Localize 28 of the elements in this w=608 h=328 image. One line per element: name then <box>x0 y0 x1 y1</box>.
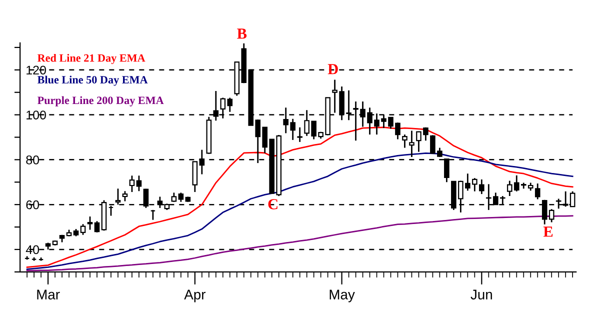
line-series <box>26 152 574 270</box>
candlestick <box>122 190 128 202</box>
candlestick <box>178 192 184 203</box>
x-tick-label: Apr <box>184 290 206 302</box>
candlestick <box>136 174 142 192</box>
y-tick-label: 80 <box>26 155 40 164</box>
y-tick-label: 100 <box>26 110 46 120</box>
text: Purple Line 200 Day EMA <box>37 96 164 106</box>
x-tick-label: May <box>330 290 355 302</box>
candlestick <box>409 130 414 158</box>
y-tick-label: 120 <box>26 66 46 75</box>
candlestick <box>479 178 484 195</box>
x-tick-label: Jun <box>470 290 492 300</box>
candlestick <box>171 192 177 203</box>
annotation: E <box>543 226 553 237</box>
candlestick <box>94 220 100 234</box>
candlestick <box>402 134 408 148</box>
candlestick <box>297 126 302 143</box>
text: B <box>237 28 247 39</box>
candlestick <box>129 174 135 193</box>
candlestick <box>87 216 93 230</box>
text: Red Line 21 Day EMA <box>37 54 146 64</box>
text: Blue Line 50 Day EMA <box>37 76 148 86</box>
candlestick <box>80 223 86 236</box>
x-tick-label: Mar <box>37 290 60 300</box>
annotation: D <box>328 64 338 74</box>
annotation: C <box>268 199 278 210</box>
y-tick-label: 40 <box>26 245 40 254</box>
